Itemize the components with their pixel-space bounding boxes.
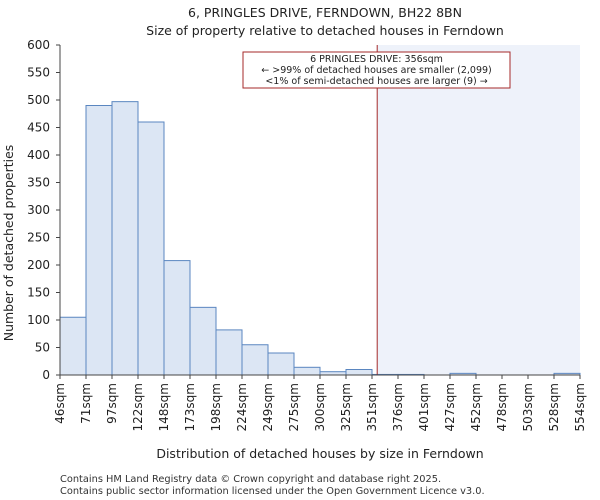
- x-tick-label: 554sqm: [573, 383, 587, 431]
- bar-122sqm: [137, 121, 165, 376]
- x-tick-label: 452sqm: [469, 383, 483, 431]
- x-tick-label: 224sqm: [235, 383, 249, 431]
- bar-325sqm: [345, 369, 373, 376]
- y-tick-label: 50: [35, 341, 50, 355]
- x-tick-label: 325sqm: [339, 383, 353, 431]
- x-tick-label: 173sqm: [183, 383, 197, 431]
- bar-46sqm: [59, 316, 87, 376]
- y-axis-label: Number of detached properties: [1, 145, 16, 342]
- y-tick-label: 200: [27, 258, 50, 272]
- y-axis: 0 50 100 150 200 250 300 350 400 450 500 550 600: [27, 38, 61, 382]
- x-tick-label: 122sqm: [131, 383, 145, 431]
- annotation-box: [242, 51, 511, 89]
- x-tick-label: 148sqm: [157, 383, 171, 431]
- chart-subtitle: Size of property relative to detached ho…: [146, 23, 504, 38]
- y-tick-label: 600: [27, 38, 50, 52]
- bar-224sqm: [241, 344, 269, 376]
- bars: [59, 101, 581, 376]
- bar-173sqm: [189, 306, 217, 376]
- annotation-larger: <1% of semi-detached houses are larger (…: [265, 76, 487, 87]
- x-tick-label: 71sqm: [79, 383, 93, 424]
- bar-249sqm: [267, 352, 295, 376]
- y-tick-label: 400: [27, 148, 50, 162]
- footer-line-2: Contains public sector information licen…: [60, 486, 485, 497]
- x-tick-label: 376sqm: [391, 383, 405, 431]
- annotation-smaller: ← >99% of detached houses are smaller (2…: [261, 65, 492, 76]
- annotation-title: 6 PRINGLES DRIVE: 356sqm: [310, 54, 443, 65]
- y-tick-label: 550: [27, 66, 50, 80]
- y-tick-label: 450: [27, 121, 50, 135]
- bar-71sqm: [85, 105, 113, 376]
- x-axis: 46sqm 71sqm 97sqm 122sqm 148sqm 173sqm 198sqm 2…: [53, 374, 587, 431]
- y-tick-label: 500: [27, 93, 50, 107]
- bar-198sqm: [215, 329, 243, 376]
- x-tick-label: 249sqm: [261, 383, 275, 431]
- chart-title: 6, PRINGLES DRIVE, FERNDOWN, BH22 8BN: [188, 5, 462, 20]
- y-tick-label: 300: [27, 203, 50, 217]
- x-tick-label: 97sqm: [105, 383, 119, 424]
- x-tick-label: 351sqm: [365, 383, 379, 431]
- y-tick-label: 100: [27, 313, 50, 327]
- bar-148sqm: [163, 260, 191, 376]
- x-tick-label: 478sqm: [495, 383, 509, 431]
- x-tick-label: 46sqm: [53, 383, 67, 424]
- y-tick-label: 150: [27, 286, 50, 300]
- x-tick-label: 401sqm: [417, 383, 431, 431]
- x-tick-label: 528sqm: [547, 383, 561, 431]
- y-tick-label: 0: [42, 368, 50, 382]
- x-tick-label: 427sqm: [443, 383, 457, 431]
- bar-275sqm: [293, 366, 321, 376]
- x-tick-label: 275sqm: [287, 383, 301, 431]
- plot-area: 6 PRINGLES DRIVE: 356sqm ← >99% of detac…: [59, 45, 581, 376]
- x-tick-label: 503sqm: [521, 383, 535, 431]
- y-tick-label: 350: [27, 176, 50, 190]
- x-axis-label: Distribution of detached houses by size …: [156, 446, 483, 461]
- x-tick-label: 198sqm: [209, 383, 223, 431]
- highlight-region: [377, 45, 580, 375]
- y-tick-label: 250: [27, 231, 50, 245]
- x-tick-label: 300sqm: [313, 383, 327, 431]
- footer-line-1: Contains HM Land Registry data © Crown c…: [60, 474, 441, 485]
- bar-97sqm: [111, 101, 139, 376]
